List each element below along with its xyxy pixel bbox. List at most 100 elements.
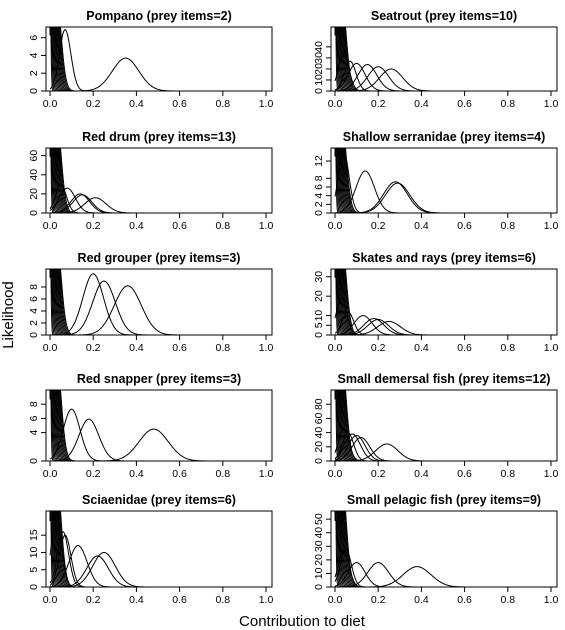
y-tick-label: 2 [28, 70, 40, 76]
x-tick-label: 0.6 [172, 342, 187, 354]
y-tick-label: 20 [313, 554, 325, 566]
x-tick-label: 1.0 [259, 220, 274, 232]
y-tick-label: 4 [313, 193, 325, 199]
y-tick-label: 6 [313, 184, 325, 190]
x-tick-label: 0.0 [43, 594, 58, 606]
x-tick-label: 0.2 [371, 468, 386, 480]
x-tick-label: 1.0 [544, 342, 559, 354]
x-tick-label: 1.0 [259, 98, 274, 110]
curves-group [49, 269, 266, 335]
y-tick-label: 0 [28, 458, 40, 464]
x-tick-label: 0.2 [371, 220, 386, 232]
plot-frame [45, 147, 273, 214]
panel-title: Red drum (prey items=13) [82, 130, 236, 144]
x-tick-label: 0.6 [457, 220, 472, 232]
y-tick-label: 40 [313, 427, 325, 439]
x-tick-label: 1.0 [544, 468, 559, 480]
y-tick-label: 0 [28, 584, 40, 590]
x-tick-label: 0.0 [328, 98, 343, 110]
x-tick-label: 0.4 [414, 468, 429, 480]
y-tick-label: 4 [28, 430, 40, 436]
x-tick-label: 0.0 [328, 342, 343, 354]
y-tick-label: 50 [313, 513, 325, 525]
x-tick-label: 0.8 [500, 220, 515, 232]
curves-group [49, 27, 266, 91]
x-tick-label: 0.0 [328, 220, 343, 232]
x-tick-label: 0.4 [129, 594, 144, 606]
y-tick-label: 30 [313, 52, 325, 64]
y-tick-label: 0 [313, 458, 325, 464]
curves-group [334, 511, 551, 587]
curves-group [334, 269, 551, 335]
x-tick-label: 0.4 [414, 98, 429, 110]
plot-frame [45, 389, 273, 462]
x-tick-label: 0.2 [371, 342, 386, 354]
panel-title: Skates and rays (prey items=6) [352, 251, 536, 265]
y-tick-label: 5 [313, 322, 325, 328]
x-tick-label: 0.2 [86, 468, 101, 480]
curves-group [49, 390, 266, 461]
y-tick-label: 0 [28, 332, 40, 338]
x-tick-label: 0.4 [129, 342, 144, 354]
x-tick-label: 0.8 [215, 594, 230, 606]
x-tick-label: 0.2 [371, 98, 386, 110]
panel-title: Pompano (prey items=2) [86, 9, 232, 23]
y-tick-label: 20 [313, 290, 325, 302]
y-tick-label: 12 [313, 155, 325, 167]
y-tick-label: 2 [28, 320, 40, 326]
y-tick-label: 8 [28, 401, 40, 407]
y-tick-label: 0 [28, 210, 40, 216]
x-tick-label: 0.2 [86, 98, 101, 110]
x-tick-label: 0.6 [457, 594, 472, 606]
x-tick-label: 0.0 [328, 468, 343, 480]
curves-group [334, 148, 551, 213]
y-tick-label: 10 [313, 74, 325, 86]
y-tick-label: 15 [28, 529, 40, 541]
x-tick-label: 1.0 [259, 594, 274, 606]
x-tick-label: 0.6 [172, 468, 187, 480]
y-tick-label: 30 [313, 271, 325, 283]
y-tick-label: 30 [313, 540, 325, 552]
y-tick-label: 20 [313, 441, 325, 453]
x-tick-label: 0.8 [500, 594, 515, 606]
x-tick-label: 1.0 [259, 342, 274, 354]
y-tick-label: 40 [313, 527, 325, 539]
x-tick-label: 0.6 [457, 342, 472, 354]
x-tick-label: 0.8 [500, 98, 515, 110]
y-tick-label: 0 [28, 88, 40, 94]
plot-frame [45, 26, 273, 92]
panel-title: Small demersal fish (prey items=12) [338, 372, 551, 386]
x-tick-label: 0.4 [129, 220, 144, 232]
x-tick-label: 0.2 [86, 342, 101, 354]
x-tick-label: 0.0 [43, 98, 58, 110]
curves-group [49, 148, 266, 213]
x-tick-label: 0.0 [328, 594, 343, 606]
y-tick-label: 6 [28, 415, 40, 421]
x-tick-label: 1.0 [259, 468, 274, 480]
density-curve [347, 566, 487, 587]
y-tick-label: 60 [28, 150, 40, 162]
y-tick-label: 80 [313, 398, 325, 410]
curves-group [49, 511, 266, 587]
x-tick-label: 0.4 [414, 342, 429, 354]
panel-4: Shallow serranidae (prey items=4) 0.0 0.2 0… [313, 130, 558, 232]
x-tick-label: 0.6 [457, 98, 472, 110]
x-tick-label: 0.8 [500, 342, 515, 354]
y-tick-label: 20 [313, 63, 325, 75]
x-tick-label: 0.8 [215, 220, 230, 232]
x-tick-label: 0.6 [172, 220, 187, 232]
plot-frame [330, 147, 558, 214]
x-tick-label: 0.0 [43, 220, 58, 232]
plot-frame [45, 268, 273, 336]
panel-1: Pompano (prey items=2) 0.0 0.2 0.4 0.6 0.8 1.0… [28, 9, 274, 110]
curves-group [334, 27, 551, 91]
y-tick-label: 60 [313, 412, 325, 424]
y-tick-label: 10 [313, 567, 325, 579]
panel-5: Red grouper (prey items=3) 0.0 0.2 0.4 0.6 0.… [28, 251, 274, 354]
y-tick-label: 8 [313, 175, 325, 181]
plot-frame [330, 389, 558, 462]
curves-group [334, 390, 551, 461]
x-tick-label: 0.8 [215, 468, 230, 480]
y-tick-label: 0 [313, 210, 325, 216]
